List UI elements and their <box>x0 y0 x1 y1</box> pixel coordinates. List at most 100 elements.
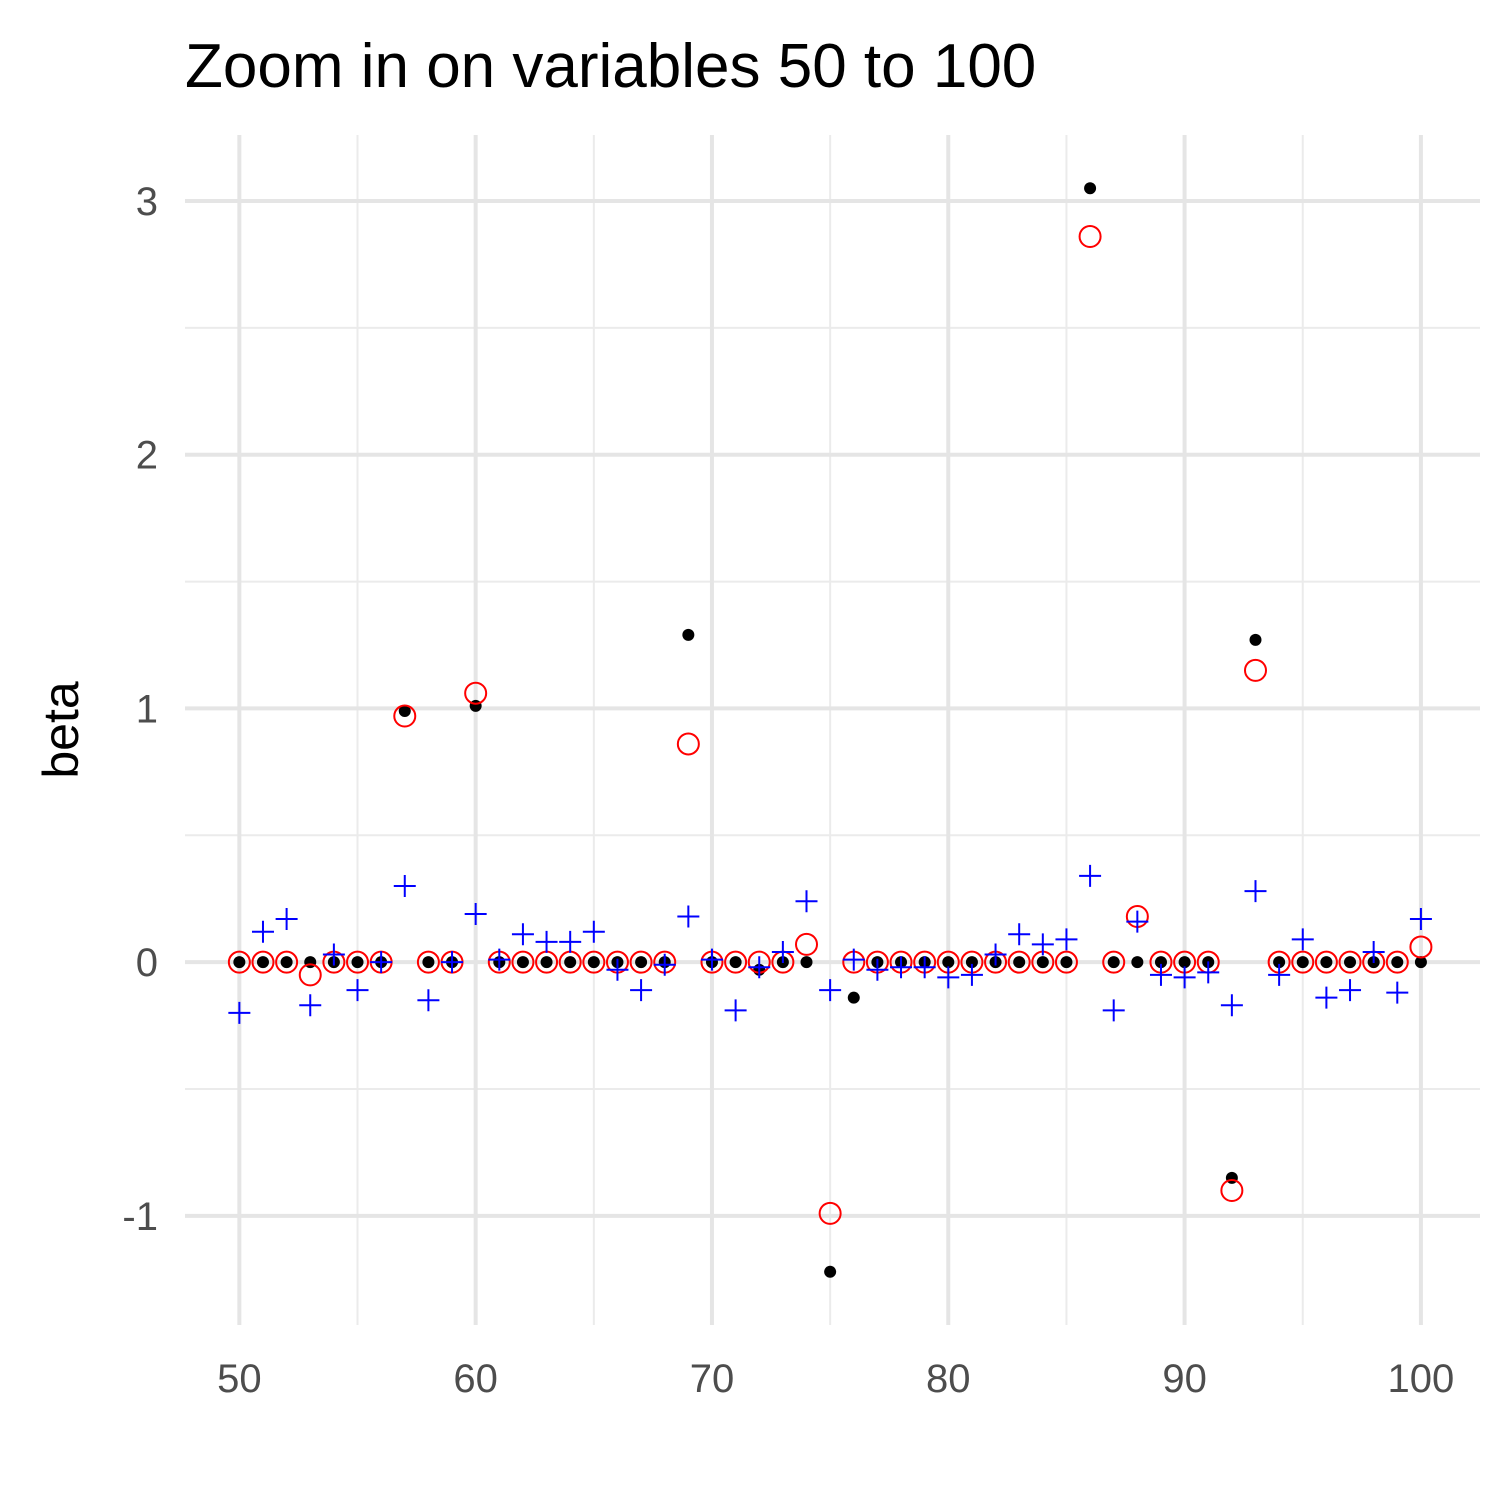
blue-plus-point <box>748 956 771 979</box>
blue-plus-point <box>511 923 534 946</box>
blue-plus-point <box>653 953 676 976</box>
blue-plus-point <box>1102 999 1125 1022</box>
black-dot-point <box>965 956 978 969</box>
red-circle-point <box>393 704 417 728</box>
black-dot-point <box>1060 956 1073 969</box>
blue-plus-point <box>1079 864 1102 887</box>
blue-plus-point <box>488 948 511 971</box>
black-dot-point <box>1225 1171 1238 1184</box>
blue-plus-point <box>890 956 913 979</box>
blue-plus-point <box>1055 928 1078 951</box>
y-tick-label: 3 <box>136 180 158 224</box>
black-dot-point <box>635 956 648 969</box>
red-circle-point <box>724 950 748 974</box>
red-circle-point <box>818 1201 842 1225</box>
red-circle-point <box>629 950 653 974</box>
black-dot-point <box>1107 956 1120 969</box>
chart-title: Zoom in on variables 50 to 100 <box>185 32 1036 101</box>
black-dot-point <box>1296 956 1309 969</box>
major-gridlines <box>185 135 1480 1325</box>
blue-plus-point <box>346 979 369 1002</box>
black-dot-point <box>824 1265 837 1278</box>
blue-plus-point <box>1291 928 1314 951</box>
red-circle-point <box>1102 950 1126 974</box>
blue-plus-point <box>700 948 723 971</box>
black-dot-point <box>847 991 860 1004</box>
blue-plus-point <box>913 956 936 979</box>
blue-plus-point <box>937 966 960 989</box>
blue-plus-point <box>299 994 322 1017</box>
blue-plus-point <box>1268 963 1291 986</box>
red-circle-point <box>795 932 819 956</box>
blue-plus-point <box>1220 994 1243 1017</box>
blue-plus-point <box>1126 910 1149 933</box>
y-tick-labels: -1 0 1 2 3 <box>122 180 158 1239</box>
blue-plus-point <box>1173 966 1196 989</box>
blue-plus-point <box>322 943 345 966</box>
blue-plus-point <box>582 920 605 943</box>
black-dot-point <box>1013 956 1026 969</box>
black-dot-point <box>1178 956 1191 969</box>
blue-plus-point <box>417 989 440 1012</box>
red-circle-point <box>1054 950 1078 974</box>
black-dot-point <box>351 956 364 969</box>
black-dot-point <box>516 956 529 969</box>
blue-plus-point <box>251 920 274 943</box>
red-circle-point <box>251 950 275 974</box>
black-dot-point <box>304 956 317 969</box>
blue-plus-point <box>960 963 983 986</box>
blue-plus-point <box>819 979 842 1002</box>
black-dot-point <box>800 956 813 969</box>
blue-plus-point <box>606 958 629 981</box>
red-circle-point <box>1291 950 1315 974</box>
blue-plus-point <box>1244 880 1267 903</box>
blue-plus-point <box>393 875 416 898</box>
black-dot-point <box>233 956 246 969</box>
blue-plus-point <box>1149 963 1172 986</box>
blue-plus-point <box>630 979 653 1002</box>
series-blue-plus <box>228 864 1432 1024</box>
red-circle-point <box>1338 950 1362 974</box>
blue-plus-point <box>771 941 794 964</box>
blue-plus-point <box>984 943 1007 966</box>
black-dot-point <box>564 956 577 969</box>
black-dot-point <box>1414 956 1427 969</box>
blue-plus-point <box>228 1001 251 1024</box>
red-circle-point <box>275 950 299 974</box>
blue-plus-point <box>535 930 558 953</box>
blue-plus-point <box>1315 986 1338 1009</box>
red-circle-point <box>227 950 251 974</box>
black-dot-point <box>1273 956 1286 969</box>
blue-plus-point <box>1339 979 1362 1002</box>
blue-plus-point <box>1362 941 1385 964</box>
x-tick-label: 70 <box>690 1357 735 1401</box>
y-tick-label: 2 <box>136 434 158 478</box>
blue-plus-point <box>677 905 700 928</box>
red-circle-point <box>1409 935 1433 959</box>
y-axis-label: beta <box>33 681 89 779</box>
x-tick-label: 80 <box>926 1357 971 1401</box>
blue-plus-point <box>1386 981 1409 1004</box>
x-tick-label: 60 <box>453 1357 498 1401</box>
red-circle-point <box>464 681 488 705</box>
red-circle-point <box>1314 950 1338 974</box>
blue-plus-point <box>724 999 747 1022</box>
black-dot-point <box>1084 182 1097 195</box>
black-dot-point <box>1131 956 1144 969</box>
blue-plus-point <box>464 902 487 925</box>
black-dot-point <box>1344 956 1357 969</box>
red-circle-point <box>298 963 322 987</box>
blue-plus-point <box>1409 908 1432 931</box>
black-dot-point <box>587 956 600 969</box>
blue-plus-point <box>1031 933 1054 956</box>
black-dot-point <box>422 956 435 969</box>
red-circle-point <box>582 950 606 974</box>
blue-plus-point <box>370 951 393 974</box>
black-dot-point <box>469 699 482 712</box>
black-dot-point <box>942 956 955 969</box>
blue-plus-point <box>441 951 464 974</box>
x-tick-label: 90 <box>1162 1357 1207 1401</box>
minor-gridlines <box>185 135 1480 1325</box>
blue-plus-point <box>1008 923 1031 946</box>
